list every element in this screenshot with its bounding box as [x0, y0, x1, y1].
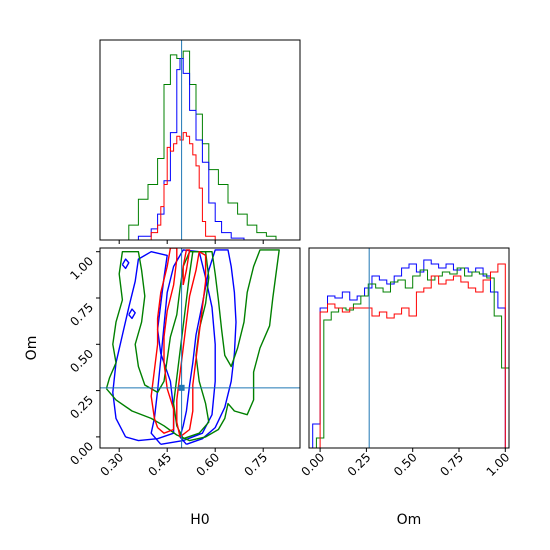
- contour-blue-1: [150, 249, 216, 445]
- om-y-tick-label: 0.00: [67, 439, 96, 468]
- x-axis-label-om: Om: [397, 512, 422, 528]
- contour-red-8: [176, 250, 207, 438]
- y-axis-label-om: Om: [24, 336, 40, 361]
- h0-marginal-panel: [99, 39, 301, 244]
- h0-marginal-frame: [99, 39, 301, 241]
- om-x-tick-label: 0.50: [391, 450, 420, 479]
- om-y-tick-label: 0.75: [67, 300, 96, 329]
- om-hist-red-series: [319, 263, 506, 448]
- om-marginal-frame: [308, 247, 510, 449]
- h0-x-tick-label: 0.45: [146, 450, 175, 479]
- contour-red-9: [182, 249, 191, 286]
- om-y-tick-label: 0.25: [67, 393, 96, 422]
- h0-hist-red-series: [150, 132, 216, 240]
- h0-om-contour-panel: 0.30 0.45 0.60 0.75 0.00 0.25 0.50 0.75 1.00: [67, 247, 301, 479]
- om-marginal-panel: 0.00 0.25 0.50 0.75 1.00: [298, 247, 513, 479]
- h0-hist-green-series: [128, 50, 286, 240]
- contour-red-7: [150, 248, 178, 434]
- om-hist-blue-series: [312, 259, 506, 448]
- om-y-tick-label: 1.00: [67, 254, 96, 283]
- contour-green-6: [172, 250, 210, 440]
- contour-blue-4: [128, 308, 136, 320]
- truth-marker: [178, 384, 185, 391]
- om-x-tick-label: 1.00: [484, 450, 513, 479]
- x-axis-label-h0: H0: [190, 512, 209, 528]
- contour-blue-3: [121, 258, 130, 270]
- om-x-tick-label: 0.00: [298, 450, 327, 479]
- h0-hist-blue-series: [137, 58, 245, 240]
- contour-blue-0: [179, 249, 237, 445]
- om-x-tick-label: 0.75: [437, 450, 466, 479]
- contour-green-5: [105, 249, 280, 442]
- om-y-tick-label: 0.50: [67, 347, 96, 376]
- contour-frame: [99, 247, 301, 449]
- h0-x-tick-label: 0.60: [194, 450, 223, 479]
- h0-x-tick-label: 0.75: [242, 450, 271, 479]
- h0-x-tick-label: 0.30: [98, 450, 127, 479]
- om-hist-green-series: [315, 267, 509, 448]
- om-x-tick-label: 0.25: [345, 450, 374, 479]
